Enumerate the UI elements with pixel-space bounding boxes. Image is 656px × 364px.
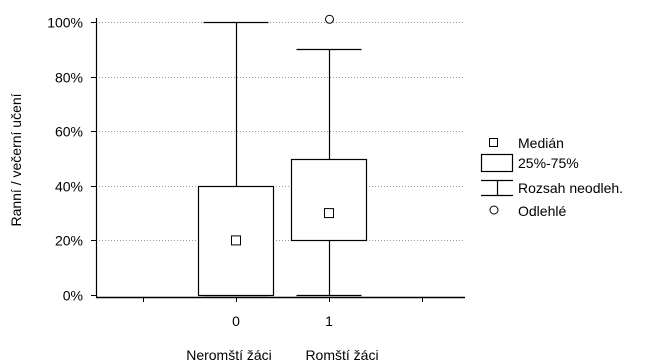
- legend-label-median: Medián: [518, 135, 564, 151]
- box-series: [197, 14, 368, 297]
- y-axis-title: Ranní / večerní učení: [8, 93, 24, 226]
- y-tick-labels: 0% 20% 40% 60% 80% 100%: [47, 15, 83, 304]
- legend-whisker-symbol: [481, 179, 513, 197]
- box-group-1: [290, 14, 368, 297]
- legend-label-box: 25%-75%: [518, 155, 579, 171]
- median-marker: [231, 235, 241, 246]
- box-group-0: [197, 21, 275, 297]
- y-tick-label: 40%: [55, 179, 83, 195]
- legend-outlier-symbol: [489, 205, 499, 215]
- legend-label-whisker: Rozsah neodleh.: [518, 180, 623, 196]
- x-tick-label: 1: [325, 313, 333, 329]
- y-tick-label: 0%: [63, 288, 83, 304]
- legend-label-outlier: Odlehlé: [518, 203, 566, 219]
- y-tick-label: 80%: [55, 70, 83, 86]
- x-tick-label: 0: [232, 313, 240, 329]
- y-tick-label: 20%: [55, 233, 83, 249]
- axes: [95, 18, 465, 302]
- legend-median-symbol: [489, 138, 498, 147]
- median-marker: [324, 208, 334, 219]
- iqr-box: [197, 185, 275, 297]
- y-tick-label: 60%: [55, 124, 83, 140]
- group-label-0: Neromští žáci: [186, 347, 272, 363]
- outlier-marker: [325, 14, 334, 24]
- legend-box-symbol: [480, 153, 514, 173]
- y-tick-label: 100%: [47, 15, 83, 31]
- iqr-box: [290, 158, 368, 242]
- grid-lines: [91, 22, 465, 296]
- legend: Medián 25%-75% Rozsah neodleh. Odlehlé: [480, 135, 623, 219]
- group-label-1: Romští žáci: [305, 347, 378, 363]
